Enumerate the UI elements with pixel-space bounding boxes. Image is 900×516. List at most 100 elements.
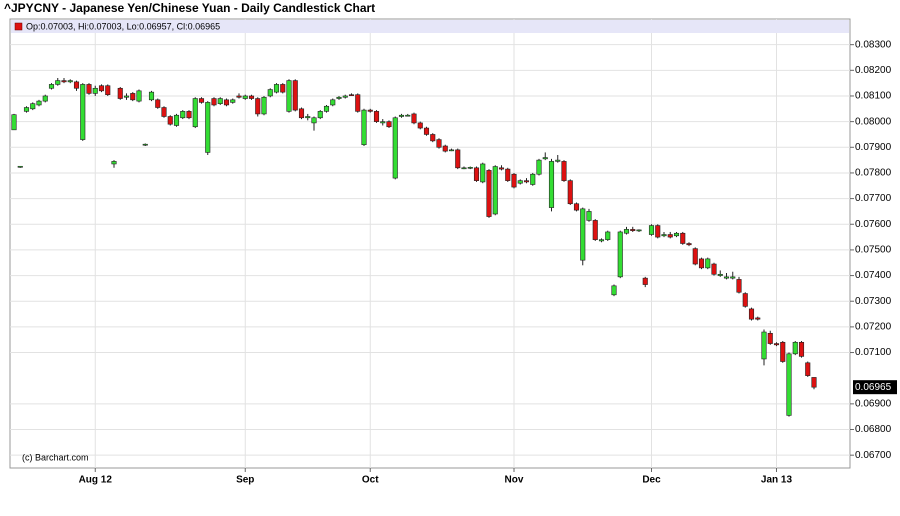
candle-body bbox=[61, 80, 67, 83]
candle-body bbox=[280, 84, 286, 93]
candle-body bbox=[798, 341, 805, 357]
candle-body bbox=[286, 80, 292, 112]
candle-body bbox=[498, 167, 505, 170]
candle-body bbox=[361, 109, 367, 146]
candle-body bbox=[192, 98, 198, 128]
candle-body bbox=[517, 180, 523, 184]
candle-body bbox=[380, 121, 386, 124]
candle-body bbox=[273, 84, 280, 93]
candle-body bbox=[717, 273, 723, 276]
y-tick-label: 0.06700 bbox=[855, 450, 892, 461]
y-tick-label: 0.07600 bbox=[855, 219, 892, 230]
candle-body bbox=[786, 353, 792, 416]
candle-body bbox=[36, 100, 42, 106]
candle-body bbox=[480, 163, 486, 183]
candle-body bbox=[723, 276, 730, 279]
candle-body bbox=[567, 180, 573, 205]
candle-body bbox=[692, 248, 698, 265]
candle-body bbox=[367, 109, 373, 112]
candle-body bbox=[305, 116, 311, 119]
y-tick-label: 0.07900 bbox=[855, 142, 892, 153]
candle-body bbox=[761, 331, 767, 360]
chart-title: ^JPYCNY - Japanese Yen/Chinese Yuan - Da… bbox=[4, 1, 375, 15]
candle-body bbox=[173, 114, 180, 126]
candle-body bbox=[661, 234, 667, 237]
candle-body bbox=[155, 99, 161, 108]
candle-body bbox=[30, 103, 36, 110]
candle-body bbox=[698, 258, 705, 269]
candle-body bbox=[73, 81, 80, 89]
candle-body bbox=[561, 161, 567, 181]
candle-body bbox=[623, 229, 630, 234]
candle-body bbox=[48, 84, 55, 89]
candle-body bbox=[117, 87, 123, 99]
candle-body bbox=[98, 85, 105, 92]
y-tick-label: 0.08200 bbox=[855, 65, 892, 76]
y-tick-label: 0.06800 bbox=[855, 424, 892, 435]
candle-body bbox=[392, 117, 398, 179]
candle-body bbox=[130, 93, 136, 101]
candle-body bbox=[448, 149, 455, 152]
y-tick-label: 0.07500 bbox=[855, 245, 892, 256]
candle-body bbox=[330, 99, 336, 106]
candle-body bbox=[455, 149, 461, 169]
candle-body bbox=[755, 317, 761, 320]
candle-body bbox=[205, 102, 211, 153]
candle-body bbox=[686, 243, 692, 246]
y-tick-label: 0.08100 bbox=[855, 91, 892, 102]
candle-body bbox=[86, 84, 92, 94]
candle-body bbox=[748, 308, 755, 320]
candle-body bbox=[598, 239, 605, 242]
candle-body bbox=[486, 170, 492, 217]
y-tick-label: 0.07700 bbox=[855, 193, 892, 204]
candle-body bbox=[223, 99, 230, 106]
candle-body bbox=[730, 276, 736, 279]
candle-body bbox=[211, 98, 217, 106]
candle-body bbox=[617, 231, 623, 278]
candle-body bbox=[198, 98, 205, 103]
candle-body bbox=[323, 105, 330, 112]
y-tick-label: 0.08300 bbox=[855, 39, 892, 50]
candle-body bbox=[473, 167, 480, 181]
y-tick-label: 0.07800 bbox=[855, 168, 892, 179]
candle-body bbox=[336, 96, 342, 99]
candle-body bbox=[55, 80, 61, 85]
candle-body bbox=[705, 258, 711, 269]
x-tick-label: Oct bbox=[362, 475, 379, 486]
candle-body bbox=[398, 114, 405, 117]
candle-body bbox=[92, 87, 98, 94]
candle-body bbox=[492, 166, 498, 215]
candle-body bbox=[248, 95, 255, 99]
candle-body bbox=[236, 95, 242, 98]
candle-body bbox=[592, 220, 598, 240]
candle-body bbox=[67, 80, 73, 83]
candle-body bbox=[148, 91, 155, 101]
candle-body bbox=[298, 108, 305, 119]
candle-body bbox=[123, 95, 130, 98]
candle-body bbox=[267, 89, 273, 97]
candle-body bbox=[655, 225, 661, 238]
x-tick-label: Dec bbox=[642, 475, 661, 486]
candle-body bbox=[348, 94, 355, 96]
ohlc-header-bar bbox=[11, 20, 849, 33]
legend-swatch bbox=[14, 22, 23, 31]
candle-body bbox=[467, 166, 473, 169]
candle-body bbox=[505, 168, 511, 181]
candle-body bbox=[355, 94, 361, 112]
candle-body bbox=[580, 208, 586, 261]
candle-body bbox=[805, 362, 811, 376]
candle-body bbox=[630, 229, 636, 231]
candle-body bbox=[673, 232, 680, 237]
candle-body bbox=[167, 116, 173, 125]
candle-body bbox=[105, 85, 111, 95]
candle-body bbox=[136, 90, 142, 102]
candle-body bbox=[442, 145, 448, 152]
candle-body bbox=[317, 111, 323, 119]
candle-body bbox=[417, 122, 423, 129]
candle-body bbox=[161, 107, 167, 117]
candle-body bbox=[261, 96, 267, 115]
candle-body bbox=[536, 159, 542, 175]
x-tick-label: Jan 13 bbox=[761, 475, 793, 486]
candle-body bbox=[523, 180, 530, 183]
candle-body bbox=[255, 98, 261, 115]
